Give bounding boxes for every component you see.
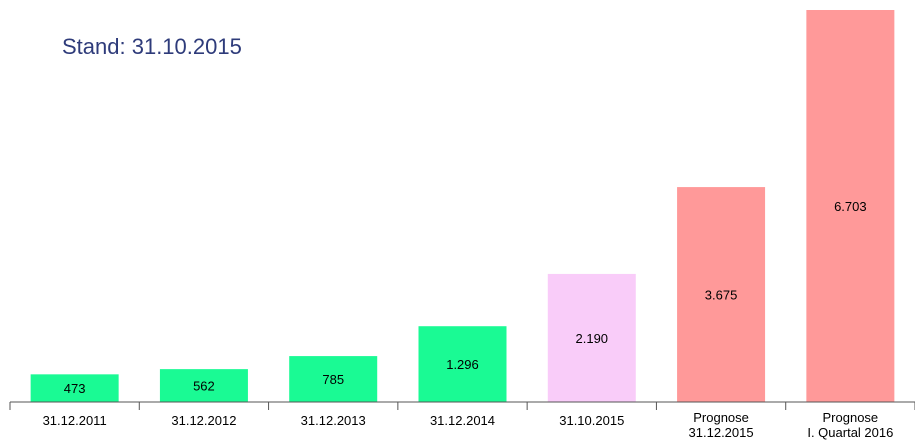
- value-label: 785: [322, 372, 344, 387]
- value-label: 6.703: [834, 199, 867, 214]
- x-tick-label: 31.12.2012: [171, 413, 236, 428]
- bar: [418, 326, 507, 402]
- bar: [547, 273, 636, 402]
- x-tick-label: 31.12.2013: [301, 413, 366, 428]
- value-label: 473: [64, 381, 86, 396]
- value-label: 562: [193, 379, 215, 394]
- bar: [677, 187, 766, 402]
- x-tick-label: 31.12.2011: [43, 413, 107, 428]
- x-tick-label: 31.12.2014: [430, 413, 495, 428]
- x-tick-label: Prognose I. Quartal 2016: [807, 410, 893, 440]
- bar: [159, 369, 248, 402]
- value-label: 3.675: [705, 288, 738, 303]
- bar: [30, 374, 119, 402]
- value-label: 2.190: [576, 331, 609, 346]
- chart-title: Stand: 31.10.2015: [62, 34, 242, 59]
- bar: [806, 10, 895, 402]
- value-label: 1.296: [446, 357, 479, 372]
- x-tick-label: 31.10.2015: [559, 413, 624, 428]
- x-tick-label: Prognose 31.12.2015: [689, 410, 754, 440]
- bar: [289, 356, 378, 402]
